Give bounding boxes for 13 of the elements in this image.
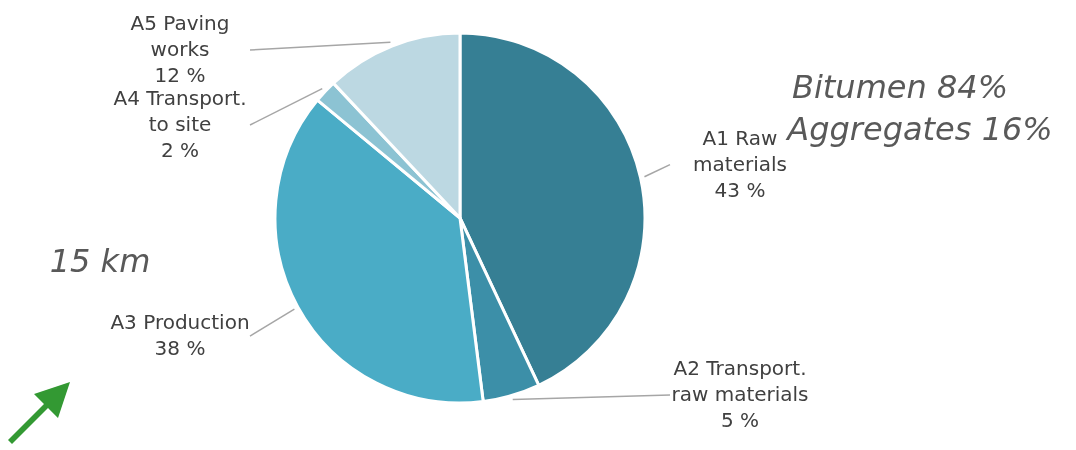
text: 15 km — [49, 242, 151, 280]
text: Aggregates 16% — [785, 110, 1053, 148]
slice-label: A4 Transport. to site — [113, 86, 247, 136]
data-label: 38 % — [154, 336, 206, 361]
data-label: 2 % — [160, 138, 200, 162]
data-label: 43 % — [714, 177, 766, 202]
slice-label: A2 Transport. raw materials — [671, 356, 809, 406]
slice-label: A3 Production — [110, 310, 250, 335]
data-label: 12 % — [154, 63, 206, 87]
slice-label: A5 Paving works — [130, 11, 230, 61]
text: Bitumen 84% — [791, 68, 1009, 106]
slice-label: A1 Raw materials — [693, 125, 787, 176]
data-label: 5 % — [720, 408, 760, 432]
